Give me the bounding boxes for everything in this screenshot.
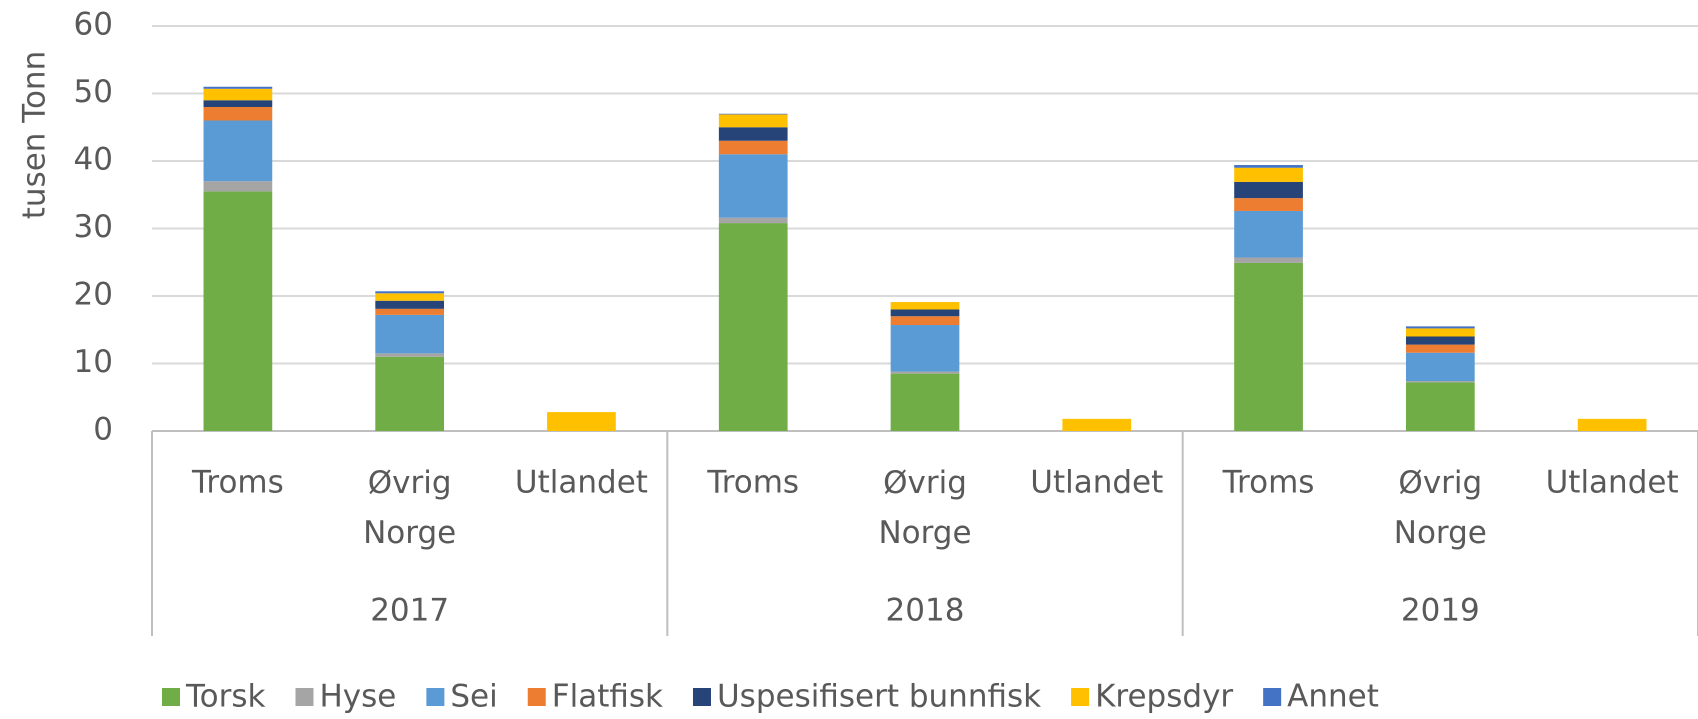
bar-segment (718, 113, 788, 115)
legend-swatch (1263, 688, 1282, 706)
bar-segment (1234, 257, 1303, 263)
legend-swatch (426, 688, 445, 706)
y-tick-label: 0 (93, 412, 113, 448)
x-tick-label: Utlandet (515, 465, 648, 501)
bar-segment (890, 309, 960, 317)
bar-segment (203, 120, 273, 182)
y-tick-label: 30 (74, 209, 113, 245)
group-label: 2019 (1401, 593, 1480, 629)
bar-segment (375, 293, 445, 301)
bar-segment (890, 302, 960, 310)
y-tick-label: 50 (74, 74, 113, 110)
bar-segment (1577, 418, 1647, 431)
bar-segment (718, 140, 788, 155)
x-tick-label: Utlandet (1030, 465, 1163, 501)
bar-segment (1405, 336, 1475, 345)
bar-segment (1405, 382, 1475, 431)
group-label: 2017 (370, 593, 449, 629)
bar-segment (375, 314, 445, 354)
bar-segment (890, 371, 960, 374)
legend-swatch (692, 688, 711, 706)
bar-segment (1405, 352, 1475, 382)
bar-segment (1234, 198, 1303, 211)
legend-label: Annet (1287, 679, 1379, 715)
x-tick-label: Troms (706, 465, 799, 501)
x-tick-label: Troms (1222, 465, 1315, 501)
legend-label: Uspesifisert bunnfisk (717, 679, 1041, 715)
bar-segment (1234, 262, 1303, 431)
bar-segment (718, 223, 788, 431)
bar-segment (375, 300, 445, 309)
bar-segment (890, 325, 960, 372)
legend-swatch (295, 688, 314, 706)
x-tick-label: Øvrig Norge (1394, 465, 1487, 551)
y-axis-label: tusen Tonn (17, 51, 53, 219)
group-label: 2018 (886, 593, 965, 629)
bar-segment (203, 100, 273, 107)
legend-label: Krepsdyr (1095, 679, 1233, 715)
bar-segment (1234, 167, 1303, 182)
bar-segment (1405, 381, 1475, 383)
y-tick-label: 40 (74, 142, 113, 178)
bar-segment (718, 154, 788, 218)
y-tick-label: 20 (74, 277, 113, 313)
bar-segment (718, 217, 788, 224)
bar-segment (375, 308, 445, 315)
bar-segment (547, 412, 616, 431)
legend-swatch (527, 688, 546, 706)
bar-segment (375, 353, 445, 357)
y-tick-label: 60 (74, 7, 113, 43)
bar-segment (203, 191, 273, 431)
legend-label: Sei (450, 679, 497, 715)
x-tick-label: Øvrig Norge (363, 465, 456, 551)
bar-segment (1405, 344, 1475, 353)
legend-swatch (1071, 688, 1090, 706)
bar-segment (1062, 418, 1132, 431)
x-tick-label: Utlandet (1546, 465, 1679, 501)
bar-segment (890, 373, 960, 431)
x-tick-label: Troms (191, 465, 284, 501)
bar-segment (203, 107, 273, 121)
bar-segment (203, 181, 273, 192)
bar-segment (1234, 210, 1303, 258)
legend-label: Torsk (185, 679, 266, 715)
bar-segment (890, 316, 960, 326)
legend-label: Flatfisk (552, 679, 663, 715)
bar-segment (1405, 328, 1475, 337)
bar-segment (1234, 165, 1303, 168)
x-tick-label: Øvrig Norge (878, 465, 971, 551)
bar-segment (375, 356, 445, 431)
bar-segment (203, 88, 273, 101)
y-tick-label: 10 (74, 344, 113, 380)
bar-segment (1234, 181, 1303, 199)
bar-segment (203, 86, 273, 89)
bar-segment (718, 127, 788, 141)
bar-segment (375, 291, 445, 294)
legend-label: Hyse (319, 679, 396, 715)
legend-swatch (162, 688, 180, 706)
bar-segment (1405, 326, 1475, 329)
bar-segment (718, 114, 788, 128)
